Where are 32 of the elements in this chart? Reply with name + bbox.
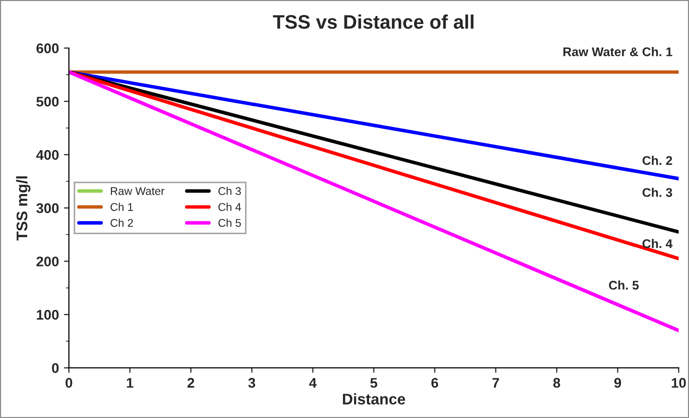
legend-label: Ch 5 [218,218,241,227]
y-tick-label: 400 [36,150,59,160]
y-tick-label: 100 [36,310,59,320]
x-tick-label: 6 [431,378,438,388]
chart-title: TSS vs Distance of all [272,14,474,29]
legend-label: Ch 1 [110,202,133,211]
y-tick-label: 0 [52,363,59,374]
legend-label: Ch 2 [110,218,133,227]
legend-label: Ch 4 [218,202,242,211]
x-tick-label: 0 [66,378,72,388]
annotation: Ch. 3 [642,188,672,197]
x-tick-label: 1 [126,378,134,388]
annotation: Ch. 2 [642,156,672,165]
x-tick-label: 9 [614,378,622,388]
x-tick-label: 7 [492,378,499,388]
legend-label: Raw Water [110,187,164,196]
x-tick-label: 2 [187,378,194,388]
x-tick-label: 4 [309,378,317,388]
y-tick-label: 300 [36,203,59,214]
x-axis-title: Distance [342,393,406,405]
annotation: Raw Water & Ch. 1 [563,47,672,56]
y-axis-title: TSS mg/l [16,176,30,240]
y-tick-label: 500 [36,96,59,107]
y-tick-label: 200 [36,256,59,266]
y-tick-label: 600 [36,43,59,54]
x-tick-label: 3 [248,378,256,388]
legend-label: Ch 3 [218,186,241,196]
x-tick-label: 10 [672,378,686,388]
annotation: Ch. 4 [642,238,672,248]
annotation: Ch. 5 [608,280,639,290]
x-tick-label: 8 [553,378,560,388]
x-tick-label: 5 [370,378,378,388]
